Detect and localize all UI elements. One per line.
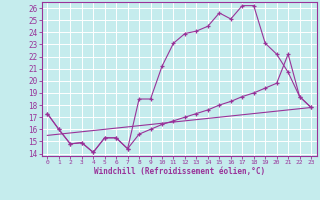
X-axis label: Windchill (Refroidissement éolien,°C): Windchill (Refroidissement éolien,°C) bbox=[94, 167, 265, 176]
